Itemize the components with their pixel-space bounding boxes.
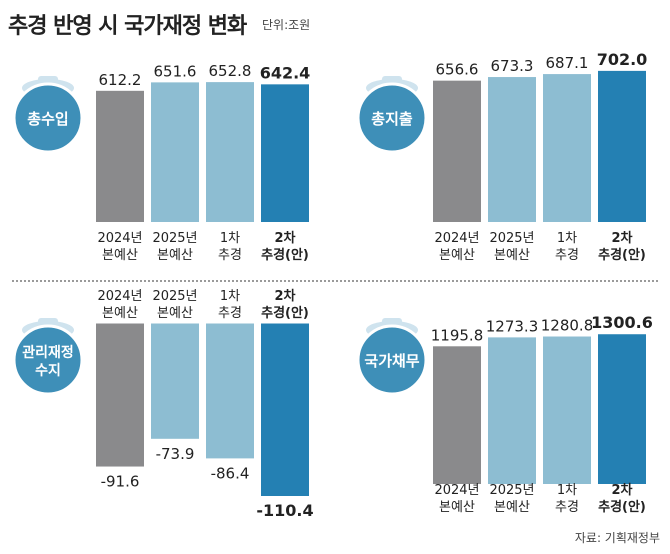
category-label: 2차: [274, 288, 295, 304]
bar: [488, 337, 536, 484]
category-label: 본예산: [494, 500, 530, 515]
bar-value-label: 1280.8: [541, 317, 594, 335]
bar-value-label: 1273.3: [486, 317, 539, 335]
category-label: 2차: [611, 230, 632, 246]
bar: [206, 82, 254, 222]
category-label: 2025년: [152, 231, 197, 246]
bar-value-label: 673.3: [491, 57, 534, 75]
bag-label: 총지출: [371, 110, 413, 128]
bar-value-label: 1300.6: [591, 313, 653, 332]
bar-value-label: 702.0: [597, 50, 648, 69]
category-label: 추경(안): [261, 305, 309, 321]
category-label: 1차: [220, 289, 240, 304]
money-bag-icon: [356, 82, 428, 154]
bar-value-label: -110.4: [256, 501, 313, 520]
page-title: 추경 반영 시 국가재정 변화: [8, 14, 247, 39]
category-label: 본예산: [157, 248, 193, 263]
bar: [96, 323, 144, 467]
bag-label: 총수입: [27, 110, 68, 128]
bar: [433, 346, 481, 484]
bar: [151, 323, 199, 439]
category-label: 추경: [555, 500, 579, 515]
bar-value-label: -73.9: [156, 445, 195, 463]
category-label: 본예산: [102, 248, 138, 263]
bar-value-label: 687.1: [546, 54, 589, 72]
category-label: 2차: [611, 482, 632, 498]
category-label: 추경(안): [598, 247, 646, 263]
category-label: 2025년: [152, 289, 197, 304]
category-label: 본예산: [157, 306, 193, 321]
bar-value-label: 1195.8: [431, 326, 484, 344]
bar: [206, 323, 254, 459]
bar-value-label: 612.2: [99, 71, 142, 89]
category-label: 1차: [220, 231, 240, 246]
category-label: 2024년: [434, 483, 479, 498]
category-label: 2025년: [489, 231, 534, 246]
bar: [151, 82, 199, 222]
bar-value-label: 656.6: [436, 61, 479, 79]
source-note: 자료: 기획재정부: [574, 531, 660, 545]
category-label: 2024년: [434, 231, 479, 246]
money-bag-icon: [12, 324, 84, 396]
bar: [433, 80, 481, 222]
category-label: 2024년: [97, 289, 142, 304]
category-label: 2차: [274, 230, 295, 246]
bag-label: 국가채무: [364, 352, 419, 370]
bar: [261, 84, 309, 222]
bag-label: 수지: [35, 363, 61, 379]
bar: [488, 77, 536, 223]
money-bag-icon: [12, 82, 84, 154]
bar: [598, 70, 646, 222]
category-label: 추경(안): [598, 499, 646, 515]
bar-value-label: -86.4: [211, 464, 250, 482]
bar-value-label: 652.8: [209, 62, 252, 80]
bar: [261, 323, 309, 496]
unit-label: 단위:조원: [262, 18, 311, 32]
category-label: 본예산: [439, 248, 475, 263]
category-label: 추경: [218, 306, 242, 321]
bar: [543, 74, 591, 222]
category-label: 2024년: [97, 231, 142, 246]
section-divider: [12, 280, 658, 282]
category-label: 2025년: [489, 483, 534, 498]
bar-value-label: 642.4: [260, 63, 311, 82]
bar: [543, 336, 591, 484]
category-label: 본예산: [439, 500, 475, 515]
category-label: 1차: [557, 483, 577, 498]
bar: [96, 90, 144, 222]
category-label: 1차: [557, 231, 577, 246]
category-label: 추경: [555, 248, 579, 263]
category-label: 추경(안): [261, 247, 309, 263]
category-label: 추경: [218, 248, 242, 263]
money-bag-icon: [356, 324, 428, 396]
bar-value-label: 651.6: [154, 62, 197, 80]
bar: [598, 334, 646, 484]
category-label: 본예산: [102, 306, 138, 321]
bar-value-label: -91.6: [101, 473, 140, 491]
category-label: 본예산: [494, 248, 530, 263]
bag-label: 관리재정: [22, 344, 74, 361]
